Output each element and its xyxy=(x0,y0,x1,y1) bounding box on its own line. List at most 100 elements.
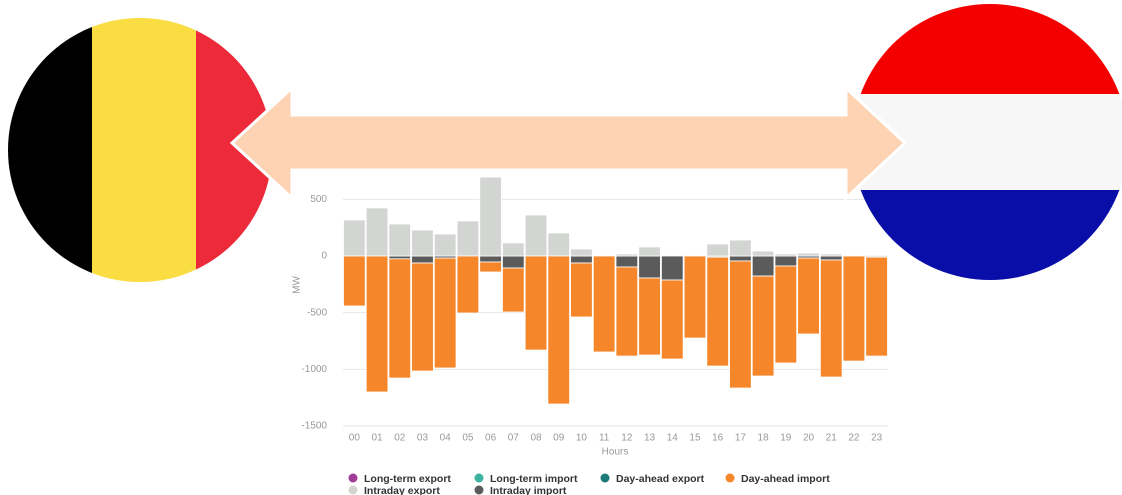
y-tick-label: -1000 xyxy=(301,364,327,375)
bar-segment xyxy=(865,256,888,357)
x-tick-label: 01 xyxy=(372,433,384,444)
bar-segment xyxy=(751,275,775,377)
bar-segment xyxy=(570,255,593,264)
bar-segment xyxy=(388,255,412,260)
x-tick-label: 19 xyxy=(780,433,792,444)
belgium-flag xyxy=(8,18,272,282)
legend-marker xyxy=(348,485,358,495)
bar-segment xyxy=(433,257,457,369)
legend-marker xyxy=(725,473,735,483)
bar-segment xyxy=(411,262,434,372)
y-axis-label: MW xyxy=(292,276,303,294)
bar-segment xyxy=(343,219,366,257)
x-tick-label: 08 xyxy=(530,433,542,444)
bar-segment xyxy=(570,262,593,318)
bar-segment xyxy=(479,255,502,263)
bar-segment xyxy=(365,207,389,257)
y-tick-label: 500 xyxy=(310,194,327,205)
bar-segment xyxy=(774,253,798,257)
bar-segment xyxy=(661,279,684,360)
bar-segment xyxy=(388,223,412,257)
bar-segment xyxy=(547,232,570,257)
legend-label: Intraday export xyxy=(364,485,440,495)
bar-segment xyxy=(524,214,548,257)
bar-segment xyxy=(751,255,775,277)
x-tick-label: 14 xyxy=(667,433,679,444)
bar-segment xyxy=(638,246,661,257)
x-tick-label: 10 xyxy=(576,433,588,444)
bar-segment xyxy=(683,255,707,339)
x-tick-label: 22 xyxy=(848,433,860,444)
bar-segment xyxy=(842,255,866,362)
legend-label: Long-term import xyxy=(490,473,578,485)
bar-segment xyxy=(456,255,480,314)
y-tick-label: 0 xyxy=(321,251,327,262)
bar-segment xyxy=(615,266,639,357)
bar-segment xyxy=(638,255,661,279)
plot: -1500 -1000 -500 0 500 00 01 02 03 04 05 06 07 08 09 10… xyxy=(301,176,888,444)
y-tick-label: -500 xyxy=(307,307,327,318)
bar-segment xyxy=(502,242,525,257)
x-tick-label: 00 xyxy=(349,433,361,444)
bar-segment xyxy=(661,255,684,281)
bar-segment xyxy=(502,255,525,269)
bar-segment xyxy=(365,255,389,393)
x-tick-label: 03 xyxy=(417,433,429,444)
bar-segment xyxy=(433,233,457,257)
bar-segment xyxy=(819,259,843,378)
x-tick-label: 04 xyxy=(440,433,452,444)
bar-segment xyxy=(479,261,502,273)
legend-marker xyxy=(474,485,484,495)
bar-segment xyxy=(456,220,480,257)
legend: Long-term export Long-term import Day-ahea… xyxy=(348,473,830,495)
x-tick-label: 11 xyxy=(599,433,610,444)
legend-label: Day-ahead import xyxy=(741,473,830,485)
bar-segment xyxy=(729,255,752,262)
bar-segment xyxy=(751,250,775,257)
x-tick-label: 12 xyxy=(621,433,633,444)
bar-segment xyxy=(774,265,798,364)
bar-segment xyxy=(797,257,820,335)
bar-segment xyxy=(388,258,412,379)
x-tick-label: 09 xyxy=(553,433,565,444)
bar-segment xyxy=(638,277,661,356)
flow-arrow xyxy=(229,84,908,202)
bar-segment xyxy=(615,255,639,268)
bar-segment xyxy=(819,255,843,261)
x-tick-label: 16 xyxy=(712,433,724,444)
bar-segment xyxy=(706,243,729,257)
x-tick-label: 15 xyxy=(689,433,701,444)
bar-segment xyxy=(706,256,729,367)
x-tick-label: 02 xyxy=(394,433,406,444)
x-tick-label: 13 xyxy=(644,433,656,444)
bar-segment xyxy=(819,253,843,257)
x-tick-label: 07 xyxy=(508,433,520,444)
x-tick-label: 21 xyxy=(826,433,838,444)
bar-segment xyxy=(524,255,548,351)
bar-segment xyxy=(547,255,570,405)
legend-label: Intraday import xyxy=(490,485,567,495)
bar-segment xyxy=(570,248,593,257)
bar-segment xyxy=(411,255,434,264)
x-tick-label: 17 xyxy=(735,433,747,444)
bar-segment xyxy=(479,176,502,257)
bar-segment xyxy=(797,252,820,257)
x-tick-label: 23 xyxy=(871,433,883,444)
bar-segment xyxy=(343,255,366,307)
bar-segment xyxy=(729,239,752,257)
legend-label: Long-term export xyxy=(364,473,451,485)
y-tick-label: -1500 xyxy=(301,421,327,432)
x-tick-label: 20 xyxy=(803,433,815,444)
bar-segment xyxy=(729,260,752,389)
bar-segment xyxy=(865,254,888,257)
bar-segment xyxy=(502,267,525,313)
legend-label: Day-ahead export xyxy=(616,473,705,485)
bar-segment xyxy=(774,255,798,267)
bar-segment xyxy=(615,253,639,257)
legend-marker xyxy=(348,473,358,483)
bar-segment xyxy=(411,229,434,257)
x-tick-label: 18 xyxy=(758,433,770,444)
legend-marker xyxy=(600,473,610,483)
legend-marker xyxy=(474,473,484,483)
